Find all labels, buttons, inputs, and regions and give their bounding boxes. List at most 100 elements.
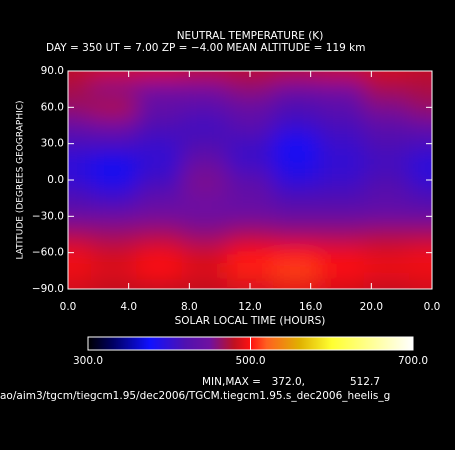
colorbar-strip	[235, 337, 237, 350]
colorbar-strip	[193, 337, 195, 350]
colorbar-strip	[163, 337, 165, 350]
colorbar-strip	[164, 337, 166, 350]
cell	[181, 225, 228, 245]
colorbar-strip	[403, 337, 405, 350]
colorbar-strip	[186, 337, 188, 350]
colorbar-strip	[112, 337, 114, 350]
y-tick-label: 0.0	[47, 174, 64, 186]
chart-subtitle: DAY = 350 UT = 7.00 ZP = −4.00 MEAN ALTI…	[46, 42, 365, 54]
cell	[90, 189, 137, 208]
colorbar-strip	[275, 337, 277, 350]
colorbar-strip	[262, 337, 264, 350]
colorbar-strip	[105, 337, 107, 350]
colorbar-strip	[166, 337, 168, 350]
cell	[90, 152, 137, 172]
colorbar-strip	[394, 337, 396, 350]
cell	[409, 279, 432, 289]
colorbar-strip	[122, 337, 124, 350]
colorbar-strip	[352, 337, 354, 350]
cell	[363, 243, 410, 263]
cell	[272, 207, 319, 226]
colorbar-strip	[368, 337, 370, 350]
colorbar-strip	[290, 337, 292, 350]
cell	[318, 207, 365, 226]
colorbar-strip	[155, 337, 157, 350]
colorbar-strip	[283, 337, 285, 350]
colorbar-strip	[167, 337, 169, 350]
colorbar-strip	[363, 337, 365, 350]
colorbar-strip	[284, 337, 286, 350]
colorbar-strip	[222, 337, 224, 350]
colorbar-strip	[389, 337, 391, 350]
cell	[363, 71, 410, 81]
cell	[363, 279, 410, 289]
colorbar-strip	[202, 337, 204, 350]
colorbar-strip	[230, 337, 232, 350]
cell	[68, 279, 92, 289]
cell	[409, 152, 432, 172]
colorbar-strip	[350, 337, 352, 350]
colorbar-strip	[216, 337, 218, 350]
colorbar-strip	[273, 337, 275, 350]
colorbar-strip	[340, 337, 342, 350]
colorbar-strip	[303, 337, 305, 350]
colorbar-strip	[382, 337, 384, 350]
colorbar-strip	[206, 337, 208, 350]
colorbar-strip	[134, 337, 136, 350]
colorbar-strip	[232, 337, 234, 350]
y-tick-label: −60.0	[32, 247, 64, 259]
colorbar-strip	[198, 337, 200, 350]
colorbar-strip	[331, 337, 333, 350]
colorbar-strip	[99, 337, 101, 350]
cell	[68, 243, 92, 263]
cell	[363, 261, 410, 281]
colorbar-strip	[92, 337, 94, 350]
colorbar-strip	[214, 337, 216, 350]
colorbar-strip	[410, 337, 412, 350]
colorbar-strip	[96, 337, 98, 350]
x-tick-label: 0.0	[60, 301, 77, 313]
colorbar-strip	[241, 337, 243, 350]
cell	[409, 134, 432, 154]
colorbar-strip	[136, 337, 138, 350]
colorbar-strip	[272, 337, 274, 350]
cell	[90, 71, 137, 81]
colorbar-strip	[380, 337, 382, 350]
colorbar-strip	[307, 337, 309, 350]
colorbar-strip	[185, 337, 187, 350]
colorbar-strip	[215, 337, 217, 350]
colorbar-strip	[195, 337, 197, 350]
cell	[272, 152, 319, 172]
colorbar-strip	[128, 337, 130, 350]
cell	[409, 243, 432, 263]
colorbar-strip	[110, 337, 112, 350]
x-tick-label: 0.0	[424, 301, 441, 313]
colorbar-strip	[213, 337, 215, 350]
cell	[318, 80, 365, 99]
colorbar-strip	[406, 337, 408, 350]
colorbar-strip	[314, 337, 316, 350]
colorbar-strip	[88, 337, 90, 350]
colorbar-strip	[177, 337, 179, 350]
colorbar-strip	[220, 337, 222, 350]
colorbar-strip	[173, 337, 175, 350]
colorbar-strip	[101, 337, 103, 350]
colorbar-strip	[323, 337, 325, 350]
cell	[272, 189, 319, 208]
cell	[409, 116, 432, 136]
colorbar-strip	[336, 337, 338, 350]
colorbar-strip	[251, 337, 253, 350]
cell	[181, 71, 228, 81]
colorbar-strip	[260, 337, 262, 350]
cell	[181, 98, 228, 117]
cell	[90, 134, 137, 154]
cell	[227, 261, 274, 281]
colorbar-strip	[381, 337, 383, 350]
colorbar-strip	[98, 337, 100, 350]
colorbar-strip	[114, 337, 116, 350]
cell	[136, 225, 183, 245]
colorbar-strip	[176, 337, 178, 350]
cell	[68, 207, 92, 226]
colorbar-strip	[337, 337, 339, 350]
x-tick-label: 12.0	[238, 301, 261, 313]
